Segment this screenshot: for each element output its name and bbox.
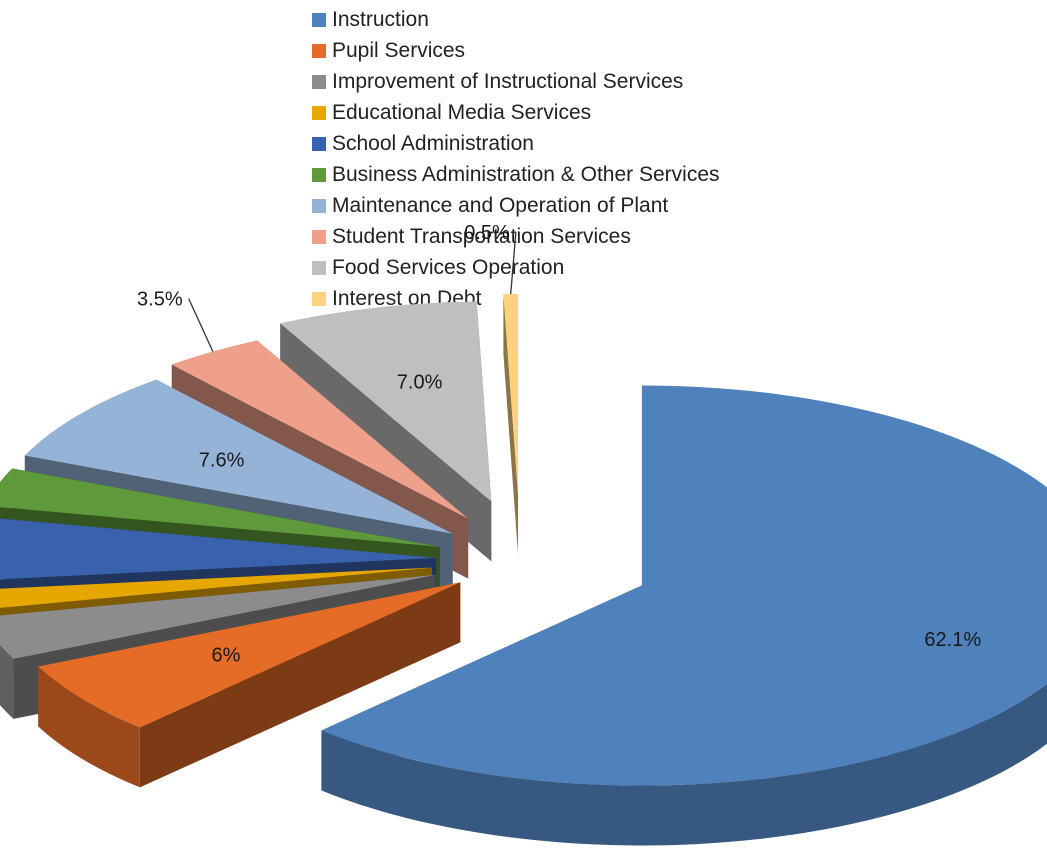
slice-wall <box>0 645 14 719</box>
slice-side-face <box>503 294 519 555</box>
slice-wall <box>321 683 1047 846</box>
legend-item: Student Transportation Services <box>312 221 720 252</box>
legend-label: Student Transportation Services <box>332 224 631 248</box>
legend-label: School Administration <box>332 131 534 155</box>
pie-slice-3d <box>503 294 519 555</box>
legend-label: Food Services Operation <box>332 255 565 279</box>
slice-side-face <box>0 574 436 676</box>
pie-slice <box>0 567 432 608</box>
legend-item: Business Administration & Other Services <box>312 159 720 190</box>
legend-item: Food Services Operation <box>312 252 720 283</box>
data-label: 7.0% <box>397 371 443 393</box>
legend-swatch <box>312 167 326 182</box>
legend-label: Pupil Services <box>332 38 466 62</box>
legend-label: Educational Media Services <box>332 100 592 124</box>
data-label: 62.1% <box>924 629 981 651</box>
pie-slice <box>0 574 436 659</box>
legend-swatch <box>312 229 326 244</box>
data-label: 3.5% <box>137 288 183 310</box>
label-leader-line <box>510 231 517 295</box>
legend-swatch <box>312 198 326 213</box>
legend-item: School Administration <box>312 128 720 159</box>
legend-item: Instruction <box>312 4 720 35</box>
pie-slice <box>321 385 1047 786</box>
pie-slice <box>0 518 437 580</box>
legend-item: Pupil Services <box>312 35 720 66</box>
pie-top-layer <box>0 294 1047 786</box>
legend-item: Maintenance and Operation of Plant <box>312 190 720 221</box>
data-label: 7.6% <box>199 450 245 472</box>
legend-label: Instruction <box>332 7 429 31</box>
legend-swatch <box>312 260 326 275</box>
legend-item: Improvement of Instructional Services <box>312 66 720 97</box>
slice-wall <box>38 666 140 788</box>
pie-slice <box>0 468 440 547</box>
legend-swatch <box>312 105 326 120</box>
pie-slice <box>24 379 453 534</box>
pie-slice <box>38 582 461 728</box>
legend-swatch <box>312 43 326 58</box>
legend-swatch <box>312 74 326 89</box>
legend-label: Business Administration & Other Services <box>332 162 720 186</box>
data-label: 6% <box>212 645 241 667</box>
legend-item: Educational Media Services <box>312 97 720 128</box>
legend-swatch <box>312 291 326 306</box>
chart-legend: Instruction Pupil Services Improvement of … <box>312 4 720 314</box>
pie-label-layer: 62.1%6%3.5%1.6%5.1%3.1%7.6%3.5%7.0%0.5% <box>137 222 981 667</box>
pie-slice <box>280 301 492 502</box>
label-leader-line <box>188 298 214 352</box>
data-label: 0.5% <box>464 222 510 244</box>
pie-slice <box>503 294 519 495</box>
legend-swatch <box>312 136 326 151</box>
legend-label: Maintenance and Operation of Plant <box>332 193 669 217</box>
legend-label: Improvement of Instructional Services <box>332 69 684 93</box>
legend-swatch <box>312 12 326 27</box>
pie-slice <box>171 340 469 519</box>
